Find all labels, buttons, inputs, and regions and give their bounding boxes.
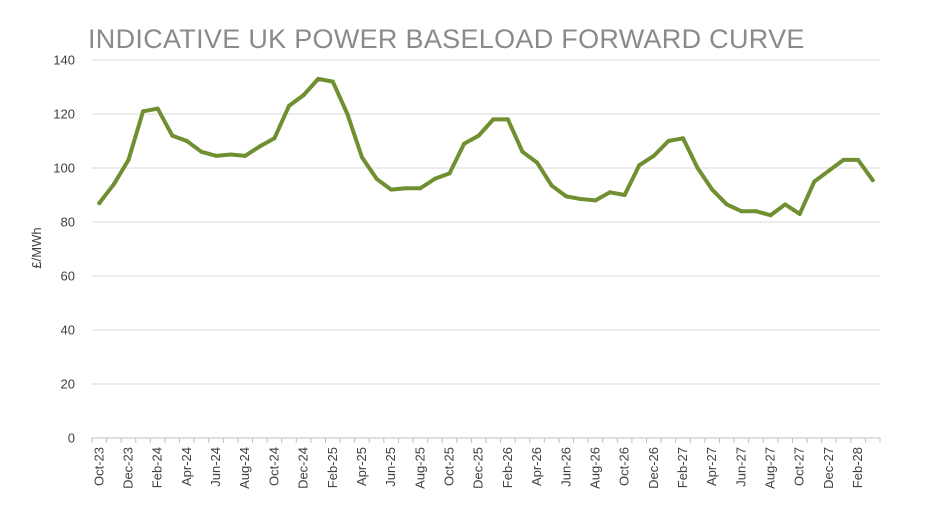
x-tick-label: Apr-27: [704, 447, 719, 486]
chart-title: INDICATIVE UK POWER BASELOAD FORWARD CUR…: [88, 24, 805, 54]
data-point: [272, 136, 277, 141]
y-tick-label: 100: [53, 161, 75, 176]
data-point: [637, 163, 642, 168]
data-point: [666, 139, 671, 143]
data-point: [287, 103, 291, 108]
data-point: [257, 144, 262, 149]
y-axis-ticks: 0 20 40 60 80 100 120 140: [53, 53, 75, 446]
x-tick-label: Dec-27: [821, 447, 836, 489]
data-point: [593, 198, 598, 203]
data-point: [184, 139, 189, 143]
x-tick-label: Jun-24: [208, 447, 223, 487]
series-group: [97, 76, 875, 218]
y-axis-label: £/MWh: [29, 227, 44, 268]
data-point: [520, 149, 525, 154]
data-point: [856, 157, 861, 162]
data-point: [841, 157, 846, 162]
data-point: [462, 141, 467, 146]
x-tick-label: Feb-27: [675, 447, 690, 488]
data-point: [243, 153, 248, 158]
data-point: [345, 112, 350, 116]
y-tick-label: 120: [53, 107, 75, 122]
x-tick-label: Oct-25: [442, 447, 457, 486]
data-point: [651, 153, 656, 158]
data-point: [316, 76, 321, 81]
data-point: [622, 193, 627, 197]
y-tick-label: 40: [61, 323, 75, 338]
x-axis: [91, 437, 881, 443]
data-point: [768, 213, 773, 218]
data-point: [724, 202, 729, 207]
data-point: [359, 155, 364, 160]
x-tick-label: Oct-27: [792, 447, 807, 486]
data-point: [753, 209, 758, 214]
data-point: [812, 179, 817, 184]
x-tick-label: Apr-24: [179, 447, 194, 486]
x-tick-label: Jun-27: [733, 447, 748, 487]
data-point: [681, 136, 685, 141]
y-tick-label: 60: [61, 269, 75, 284]
data-point: [491, 117, 496, 122]
x-tick-label: Feb-28: [850, 447, 865, 488]
gridlines: [92, 59, 880, 439]
x-tick-label: Feb-25: [325, 447, 340, 488]
x-axis-ticks: Oct-23 Dec-23 Feb-24 Apr-24 Jun-24 Aug-24 Oct-…: [91, 447, 865, 489]
x-tick-label: Oct-24: [266, 447, 281, 486]
y-tick-label: 20: [61, 377, 75, 392]
data-point: [505, 117, 510, 122]
data-point: [549, 183, 554, 188]
x-tick-label: Apr-26: [529, 447, 544, 486]
x-tick-label: Aug-26: [587, 447, 602, 489]
y-tick-label: 0: [68, 431, 75, 446]
x-tick-label: Feb-24: [150, 447, 165, 488]
data-point: [578, 197, 583, 202]
data-point: [739, 209, 744, 214]
data-point: [170, 133, 175, 138]
data-point: [155, 106, 160, 111]
data-point: [330, 79, 335, 84]
data-point: [710, 187, 715, 192]
data-point: [447, 171, 452, 176]
data-point: [97, 201, 102, 206]
data-point: [783, 202, 788, 207]
x-tick-label: Feb-26: [500, 447, 515, 488]
x-tick-label: Dec-26: [646, 447, 661, 489]
data-point: [141, 109, 146, 114]
x-tick-label: Dec-24: [296, 447, 311, 489]
x-tick-label: Oct-23: [91, 447, 106, 486]
data-point: [418, 186, 423, 191]
data-point: [389, 187, 394, 192]
data-point: [797, 211, 802, 216]
data-point: [870, 178, 875, 183]
x-tick-label: Dec-25: [471, 447, 486, 489]
y-tick-label: 140: [53, 53, 75, 68]
data-point: [214, 153, 219, 158]
x-tick-label: Aug-27: [763, 447, 778, 489]
x-tick-label: Aug-24: [237, 447, 252, 489]
data-point: [432, 176, 437, 181]
data-point: [403, 186, 408, 191]
data-point: [476, 133, 481, 138]
x-tick-label: Jun-26: [558, 447, 573, 487]
x-tick-label: Aug-25: [412, 447, 427, 489]
data-point: [826, 168, 831, 173]
y-tick-label: 80: [61, 215, 75, 230]
x-tick-label: Apr-25: [354, 447, 369, 486]
data-point: [111, 182, 116, 187]
data-point: [564, 194, 569, 199]
data-point: [535, 160, 540, 165]
x-tick-label: Oct-26: [617, 447, 632, 486]
data-point: [126, 157, 131, 162]
series-line: [97, 76, 875, 218]
data-point: [374, 176, 379, 181]
x-tick-label: Jun-25: [383, 447, 398, 487]
data-point: [199, 149, 204, 154]
data-point: [301, 93, 306, 98]
data-point: [695, 166, 700, 170]
data-point: [608, 190, 613, 195]
x-tick-label: Dec-23: [120, 447, 135, 489]
data-point: [228, 152, 233, 157]
